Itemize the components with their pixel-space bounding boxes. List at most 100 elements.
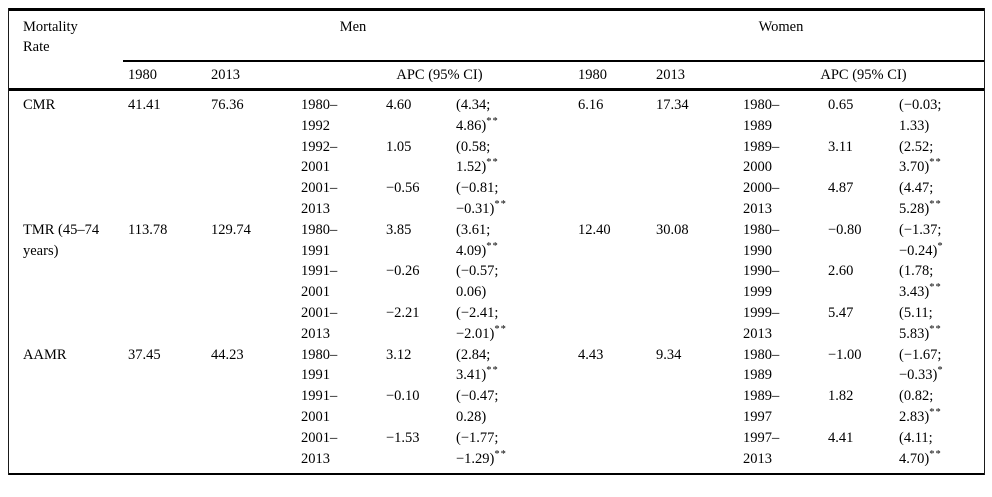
apc-periods-women: 1980– 1989 0.65 (−0.03; 1.33) 1989– 2000 3.11 (2… xyxy=(743,95,984,220)
period-end: 2001 xyxy=(301,408,330,425)
period-cell: 1991– 2001 xyxy=(301,386,386,428)
ci-low: (−0.81; xyxy=(456,180,499,197)
period-start: 1980– xyxy=(301,97,338,113)
apc-value: 1.82 xyxy=(828,388,854,405)
period-start: 2001– xyxy=(301,304,338,321)
period-cell: 1989– 1997 xyxy=(743,386,828,428)
ci-low: (3.61; xyxy=(456,221,491,238)
period-start: 1980– xyxy=(743,221,780,238)
period-start: 2000– xyxy=(743,180,780,197)
ci-high: 5.28)** xyxy=(899,198,942,217)
ci-cell: (4.34; 4.86)** xyxy=(456,95,578,137)
men-1980-header: 1980 xyxy=(128,67,157,83)
ci-high: −0.31)** xyxy=(456,198,507,217)
ci-cell: (2.52; 3.70)** xyxy=(899,137,984,179)
period-row: 1980– 1990 −0.80 (−1.37; −0.24)* xyxy=(743,220,984,262)
ci-cell: (3.61; 4.09)** xyxy=(456,220,578,262)
ci-cell: (−0.81; −0.31)** xyxy=(456,178,578,220)
ci-low: (−1.67; xyxy=(899,346,942,363)
period-start: 1989– xyxy=(743,388,780,405)
ci-high: 0.06) xyxy=(456,284,487,301)
ci-high: 1.33) xyxy=(899,117,930,134)
significance-marker: ** xyxy=(486,157,499,169)
period-start: 2001– xyxy=(301,429,338,446)
group-header-women: Women xyxy=(758,19,804,35)
ci-low: (5.11; xyxy=(899,304,933,321)
period-end: 2013 xyxy=(301,450,330,467)
apc-value: −2.21 xyxy=(386,304,420,321)
ci-cell: (4.47; 5.28)** xyxy=(899,178,984,220)
significance-marker: ** xyxy=(929,406,942,418)
header-bottom-rule xyxy=(9,88,984,91)
table-bottom-rule xyxy=(9,473,984,476)
mortality-table: Mortality Rate Men Women 1980 2013 APC (… xyxy=(8,8,985,476)
period-row: 1991– 2001 −0.10 (−0.47; 0.28) xyxy=(301,386,578,428)
apc-periods-men: 1980– 1992 4.60 (4.34; 4.86)** 1992– 2001 1.05 (… xyxy=(301,95,578,220)
period-cell: 2001– 2013 xyxy=(301,303,386,345)
period-start: 2001– xyxy=(301,180,338,197)
period-row: 1980– 1992 4.60 (4.34; 4.86)** xyxy=(301,95,578,137)
apc-value: 2.60 xyxy=(828,263,854,280)
row-label: AAMR xyxy=(9,345,128,366)
period-end: 2013 xyxy=(301,325,330,342)
women-1980-value: 4.43 xyxy=(578,346,604,363)
men-1980-value: 41.41 xyxy=(128,97,161,113)
ci-high: −1.29)** xyxy=(456,448,507,467)
ci-low: (2.84; xyxy=(456,346,491,363)
women-1980-header: 1980 xyxy=(578,67,607,83)
ci-low: (−2.41; xyxy=(456,304,499,321)
period-row: 1991– 2001 −0.26 (−0.57; 0.06) xyxy=(301,261,578,303)
apc-value: −1.00 xyxy=(828,346,862,363)
ci-cell: (−1.37; −0.24)* xyxy=(899,220,984,262)
period-row: 1980– 1989 −1.00 (−1.67; −0.33)* xyxy=(743,345,984,387)
stub-header: Mortality Rate xyxy=(9,17,128,60)
men-1980-value: 113.78 xyxy=(128,221,168,238)
stub-header-label: Mortality Rate xyxy=(23,19,78,55)
row-label: CMR xyxy=(9,95,128,116)
group-header-row: Mortality Rate Men Women xyxy=(9,11,984,60)
significance-marker: ** xyxy=(486,115,499,127)
apc-value: 0.65 xyxy=(828,97,854,113)
apc-value: 1.05 xyxy=(386,138,412,155)
ci-low: (4.11; xyxy=(899,429,933,446)
period-row: 1980– 1989 0.65 (−0.03; 1.33) xyxy=(743,95,984,137)
apc-value: −0.56 xyxy=(386,180,420,197)
period-cell: 1999– 2013 xyxy=(743,303,828,345)
apc-value: 4.60 xyxy=(386,97,412,113)
period-cell: 1980– 1990 xyxy=(743,220,828,262)
apc-value: 4.41 xyxy=(828,429,854,446)
row-label-text: AAMR xyxy=(23,346,67,363)
period-cell: 1980– 1991 xyxy=(301,220,386,262)
period-end: 1997 xyxy=(743,408,772,425)
men-1980-value: 37.45 xyxy=(128,346,161,363)
apc-periods-women: 1980– 1989 −1.00 (−1.67; −0.33)* 1989– 1997 1.8… xyxy=(743,345,984,470)
column-header-row: 1980 2013 APC (95% CI) 1980 2013 APC (95… xyxy=(9,62,984,88)
period-start: 1989– xyxy=(743,138,780,155)
period-cell: 2000– 2013 xyxy=(743,178,828,220)
ci-cell: (−0.57; 0.06) xyxy=(456,261,578,303)
ci-cell: (1.78; 3.43)** xyxy=(899,261,984,303)
period-end: 1999 xyxy=(743,284,772,301)
significance-marker: ** xyxy=(929,157,942,169)
ci-cell: (−1.77; −1.29)** xyxy=(456,428,578,470)
ci-low: (−1.37; xyxy=(899,221,942,238)
ci-low: (1.78; xyxy=(899,263,934,280)
row-label: TMR (45–74 years) xyxy=(9,220,128,262)
ci-cell: (−0.03; 1.33) xyxy=(899,95,984,137)
women-1980-value: 6.16 xyxy=(578,97,604,113)
period-cell: 1997– 2013 xyxy=(743,428,828,470)
period-end: 2013 xyxy=(743,200,772,217)
ci-high: 0.28) xyxy=(456,408,487,425)
period-start: 1980– xyxy=(301,346,338,363)
apc-value: −1.53 xyxy=(386,429,420,446)
significance-marker: ** xyxy=(486,240,499,252)
ci-cell: (−2.41; −2.01)** xyxy=(456,303,578,345)
women-2013-value: 30.08 xyxy=(656,221,689,238)
table-top-rule xyxy=(9,8,984,11)
period-row: 1989– 2000 3.11 (2.52; 3.70)** xyxy=(743,137,984,179)
period-end: 1991 xyxy=(301,367,330,384)
women-2013-value: 17.34 xyxy=(656,97,689,113)
period-row: 2000– 2013 4.87 (4.47; 5.28)** xyxy=(743,178,984,220)
significance-marker: ** xyxy=(494,198,507,210)
ci-cell: (2.84; 3.41)** xyxy=(456,345,578,387)
